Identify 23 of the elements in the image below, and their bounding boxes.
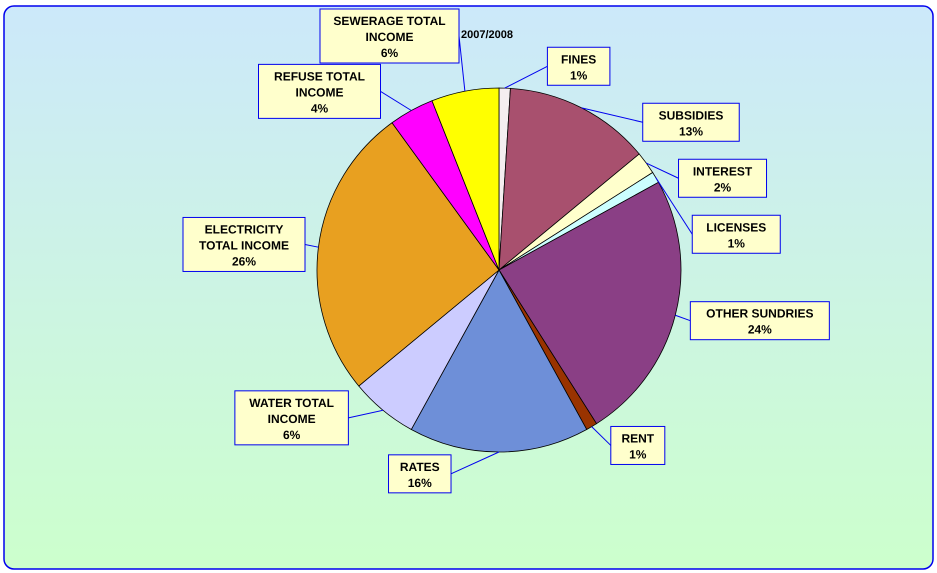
text: 2007/2008 [461,29,513,41]
data-label: 4% [310,101,329,116]
data-label: 16% [408,476,432,490]
data-label: 6% [380,46,398,60]
data-label: 6% [282,428,301,442]
slice-label: RENT [621,431,655,446]
slice-label: SEWERAGE TOTAL INCOME [333,14,446,44]
slice-label: REFUSE TOTAL INCOME [274,69,365,100]
data-label: 2% [714,180,732,194]
data-label: 24% [748,322,772,337]
slice-label: LICENSES [706,220,766,234]
slice-label: RATES [400,460,440,474]
slice-label: ELECTRICITY TOTAL INCOME [199,222,289,252]
slice-label: FINES [560,52,596,66]
slice-label: SUBSIDIES [658,108,724,122]
data-label: 1% [570,68,588,82]
slice-label: OTHER SUNDRIES [706,306,814,321]
slice-label: INTEREST [692,164,753,178]
data-label: 26% [232,254,256,268]
data-label: 13% [678,124,704,138]
data-label: 1% [629,447,647,462]
data-label: 1% [728,236,746,250]
slice-label: WATER TOTAL INCOME [249,396,334,426]
